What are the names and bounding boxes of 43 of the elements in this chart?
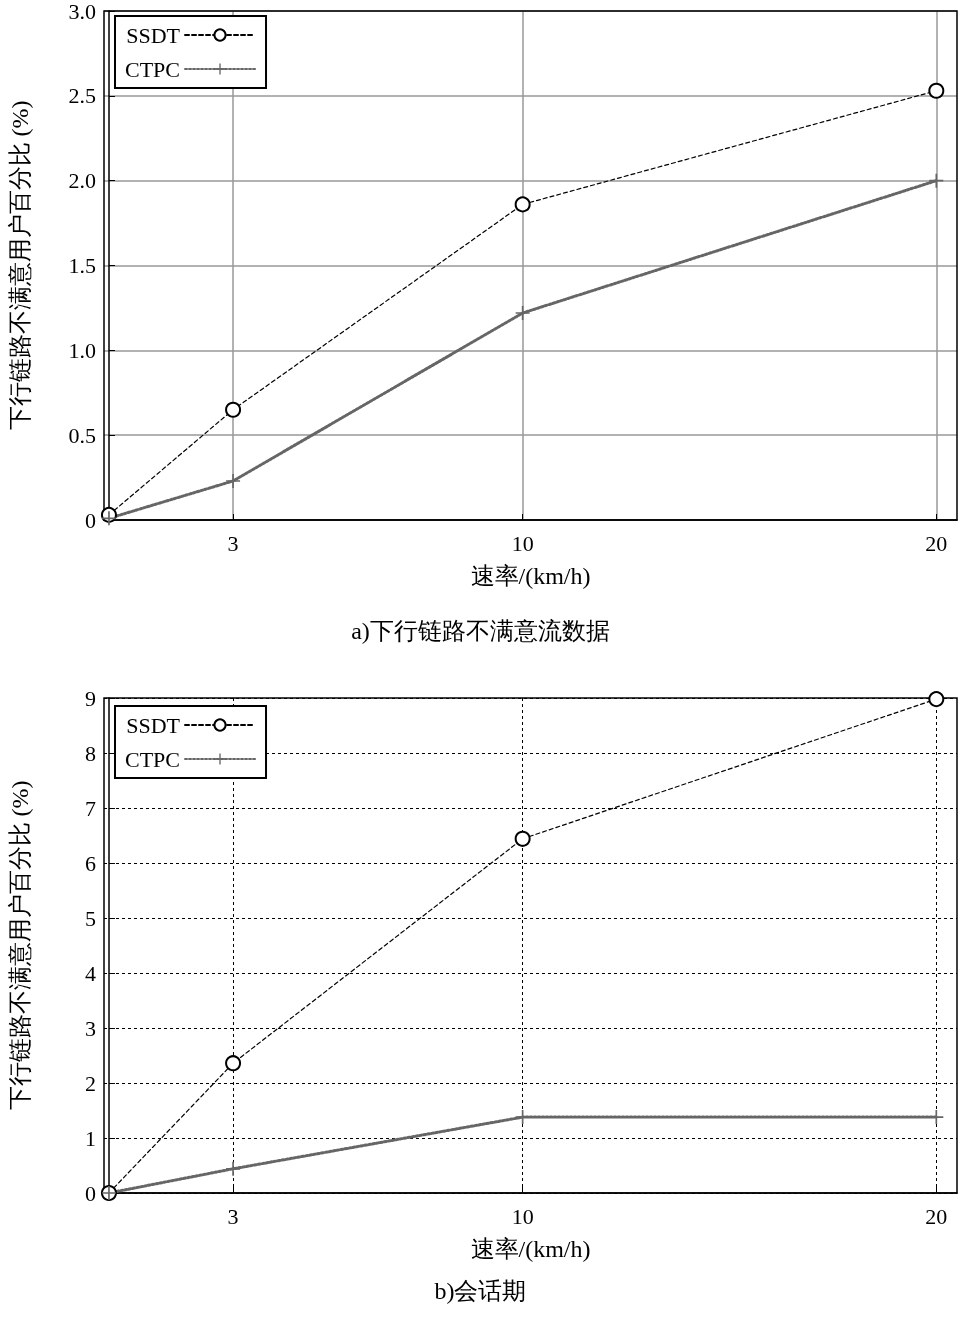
legend-label: CTPC: [124, 56, 181, 82]
y-tick-label: 1.5: [68, 253, 96, 278]
y-tick-label: 1.0: [68, 337, 96, 363]
point: [928, 82, 945, 99]
x-tick-label: 3: [227, 530, 239, 556]
y-tick-label: 0: [85, 1180, 96, 1206]
y-tick-label: 2: [85, 1070, 96, 1096]
y-tick-label: 0.5: [68, 422, 96, 448]
y-tick-label: 4: [85, 960, 96, 986]
y-tick-label: 2.5: [68, 83, 96, 109]
x-tick-label: 20: [925, 1203, 948, 1229]
y-tick-label: 1: [85, 1125, 96, 1151]
y-tick-label: 8: [85, 740, 96, 766]
y-axis-title: 下行链路不满意用户百分比 (%): [7, 780, 33, 1111]
legend-label: SSDT: [126, 22, 181, 48]
y-tick-label: 7: [85, 795, 96, 821]
point: [226, 473, 241, 488]
x-axis-title: 速率/(km/h): [470, 563, 591, 589]
text: b)会话期: [434, 1278, 527, 1304]
y-tick-label: 9: [85, 685, 96, 711]
text: a)下行链路不满意流数据: [351, 618, 610, 644]
y-tick-label: 0: [85, 507, 96, 533]
point: [928, 691, 945, 708]
point: [514, 830, 531, 847]
point: [225, 401, 242, 418]
y-tick-label: 2.0: [68, 168, 96, 194]
point: [226, 1161, 241, 1176]
legend-label: SSDT: [126, 712, 181, 738]
point: [225, 1055, 242, 1072]
x-axis-title: 速率/(km/h): [470, 1236, 591, 1262]
x-tick-label: 20: [925, 530, 948, 556]
y-tick-label: 3: [85, 1015, 96, 1041]
y-tick-label: 5: [85, 905, 96, 931]
point: [101, 511, 116, 526]
legend-label: CTPC: [124, 746, 181, 772]
x-tick-label: 10: [511, 530, 534, 556]
point: [929, 173, 944, 188]
y-tick-label: 6: [85, 850, 96, 876]
y-tick-label: 3.0: [68, 0, 96, 24]
x-tick-label: 3: [227, 1203, 239, 1229]
y-axis-title: 下行链路不满意用户百分比 (%): [7, 100, 33, 431]
x-tick-label: 10: [511, 1203, 534, 1229]
point: [514, 196, 531, 213]
